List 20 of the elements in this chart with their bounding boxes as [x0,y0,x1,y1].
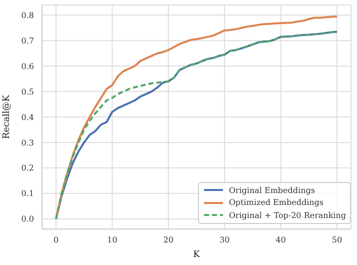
y-tick-label: 0.8 [21,11,34,20]
y-tick-label: 0.7 [21,36,34,46]
x-tick-label: 20 [163,236,174,245]
x-tick-label: 40 [276,236,286,245]
x-tick-label: 10 [107,236,118,245]
y-tick-label: 0.3 [21,138,34,148]
y-axis-title: Recall@K [2,94,12,139]
x-tick-label: 50 [332,236,342,245]
x-tick-label: 30 [219,236,230,245]
legend-label: Original Embeddings [228,186,315,195]
y-tick-label: 0.2 [21,164,34,173]
y-tick-label: 0.1 [21,189,34,198]
legend-label: Optimized Embeddings [228,198,324,208]
x-axis-title: K [193,250,200,260]
y-tick-label: 0.6 [21,62,34,71]
y-tick-label: 0.5 [21,87,34,96]
x-tick-label: 0 [54,236,59,245]
y-tick-label: 0.0 [21,214,34,224]
legend-label: Original + Top-20 Reranking [228,210,346,220]
y-tick-label: 0.4 [21,112,34,122]
